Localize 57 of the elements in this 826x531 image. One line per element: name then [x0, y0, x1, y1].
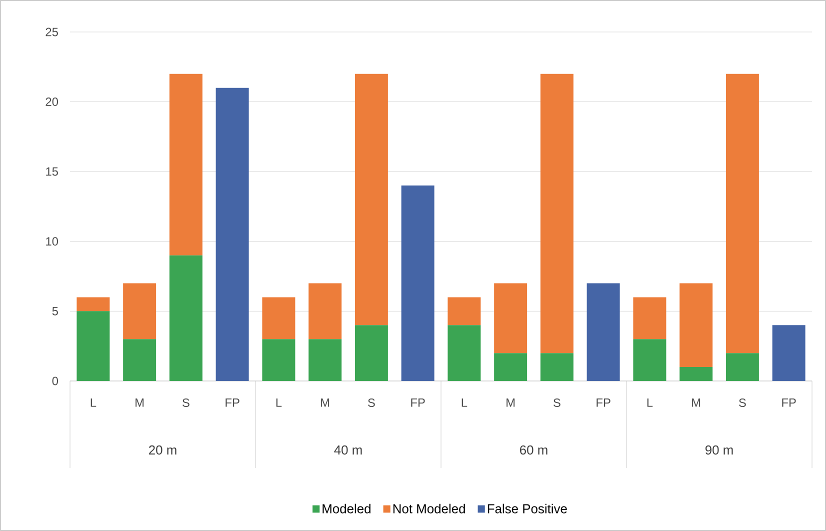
bar	[633, 339, 666, 381]
bar	[354, 325, 388, 381]
bar	[448, 325, 481, 381]
text: 90 m	[705, 445, 733, 455]
bar	[169, 255, 202, 381]
x-tick-label: M	[506, 398, 515, 407]
bar	[540, 353, 574, 381]
x-tick-label: M	[321, 398, 330, 407]
x-tick-label: L	[647, 398, 653, 407]
x-tick-label: S	[554, 398, 560, 407]
text: 60 m	[520, 445, 548, 455]
bar	[726, 353, 759, 381]
bar	[772, 325, 806, 381]
bar	[401, 186, 434, 381]
bar	[680, 367, 713, 381]
bar	[76, 311, 110, 381]
bar	[169, 74, 202, 256]
y-tick-label: 20	[46, 98, 58, 106]
legend-label: Not Modeled	[393, 504, 465, 514]
y-tick-label: 0	[52, 376, 58, 386]
bar	[448, 297, 481, 326]
text: 20 m	[149, 445, 176, 455]
x-tick-label: L	[276, 398, 282, 407]
legend-label: False Positive	[488, 504, 567, 514]
x-tick-label: S	[368, 398, 375, 407]
bar	[586, 283, 620, 381]
text: 40 m	[334, 445, 362, 455]
bar	[494, 353, 528, 381]
x-tick-label: L	[90, 398, 96, 407]
y-tick-label: 5	[52, 307, 58, 316]
y-tick-label: 10	[46, 237, 58, 246]
x-tick-label: L	[462, 398, 468, 407]
bar	[76, 297, 110, 312]
bar	[123, 339, 156, 381]
bar	[123, 283, 156, 340]
bar	[680, 283, 713, 368]
x-tick-label: FP	[782, 398, 796, 407]
x-tick-label: S	[739, 398, 746, 407]
bar	[540, 74, 574, 354]
x-tick-label: S	[182, 398, 190, 407]
y-tick-label: 15	[46, 167, 58, 176]
bar	[308, 339, 342, 381]
legend-label: Modeled	[322, 504, 370, 514]
bar	[308, 283, 342, 340]
x-tick-label: FP	[411, 398, 425, 407]
x-tick-label: M	[136, 398, 144, 407]
bar	[633, 297, 666, 340]
y-tick-label: 25	[46, 28, 58, 36]
bar	[262, 297, 296, 340]
bar	[726, 74, 759, 354]
bar	[494, 283, 528, 354]
x-tick-label: FP	[226, 398, 240, 407]
bar	[354, 74, 388, 326]
x-tick-label: M	[692, 398, 700, 407]
bar	[262, 339, 296, 381]
x-tick-label: FP	[596, 398, 610, 407]
bar	[216, 88, 249, 381]
